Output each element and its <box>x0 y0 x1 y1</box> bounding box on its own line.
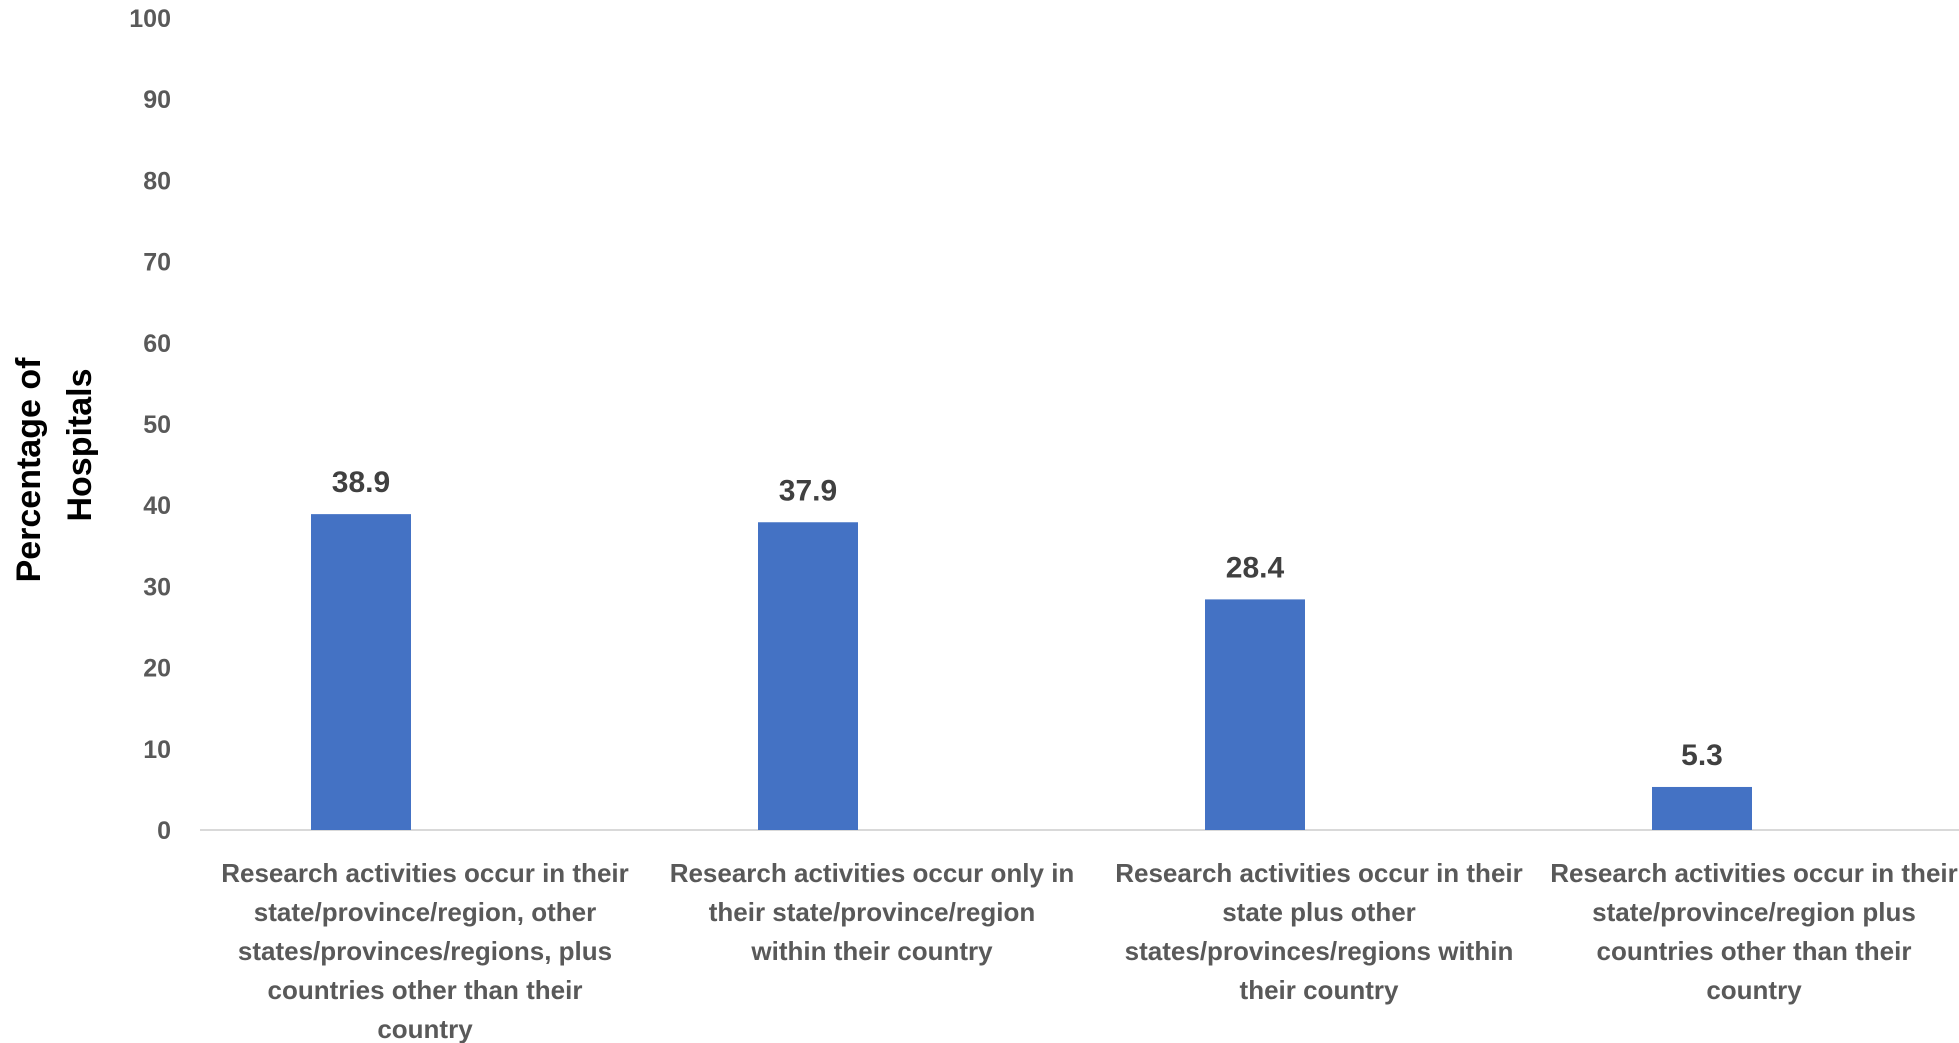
bar <box>311 514 411 830</box>
bars <box>311 514 1752 830</box>
y-tick-label: 50 <box>143 411 171 439</box>
category-label: Research activities occur in their state/… <box>1550 858 1958 1005</box>
y-tick-label: 100 <box>129 5 171 33</box>
category-label: Research activities occur in their state … <box>1115 858 1523 1005</box>
data-labels: 38.9 37.9 28.4 5.3 <box>332 466 1723 772</box>
y-axis-label: Percentage of Hospitals <box>10 357 99 583</box>
y-tick-label: 0 <box>157 817 171 845</box>
y-tick-label: 40 <box>143 492 171 520</box>
data-label: 37.9 <box>779 474 837 507</box>
category-label: Research activities occur only in their s… <box>670 858 1075 966</box>
bar <box>758 522 858 830</box>
data-label: 5.3 <box>1681 739 1723 772</box>
bar <box>1205 599 1305 830</box>
y-tick-label: 10 <box>143 736 171 764</box>
category-labels: Research activities occur in their state/… <box>221 858 1958 1043</box>
y-axis-label-line-2: Hospitals <box>61 368 99 521</box>
y-tick-label: 20 <box>143 655 171 683</box>
bar <box>1652 786 1752 830</box>
y-tick-label: 70 <box>143 249 171 277</box>
y-axis-ticks: 0 10 20 30 40 50 60 70 80 90 100 <box>129 5 171 845</box>
y-axis-label-line-1: Percentage of <box>10 357 48 583</box>
data-label: 38.9 <box>332 466 390 499</box>
y-tick-label: 30 <box>143 573 171 601</box>
y-tick-label: 80 <box>143 167 171 195</box>
data-label: 28.4 <box>1226 551 1285 584</box>
category-label: Research activities occur in their state/… <box>221 858 629 1043</box>
y-tick-label: 60 <box>143 330 171 358</box>
y-tick-label: 90 <box>143 86 171 114</box>
